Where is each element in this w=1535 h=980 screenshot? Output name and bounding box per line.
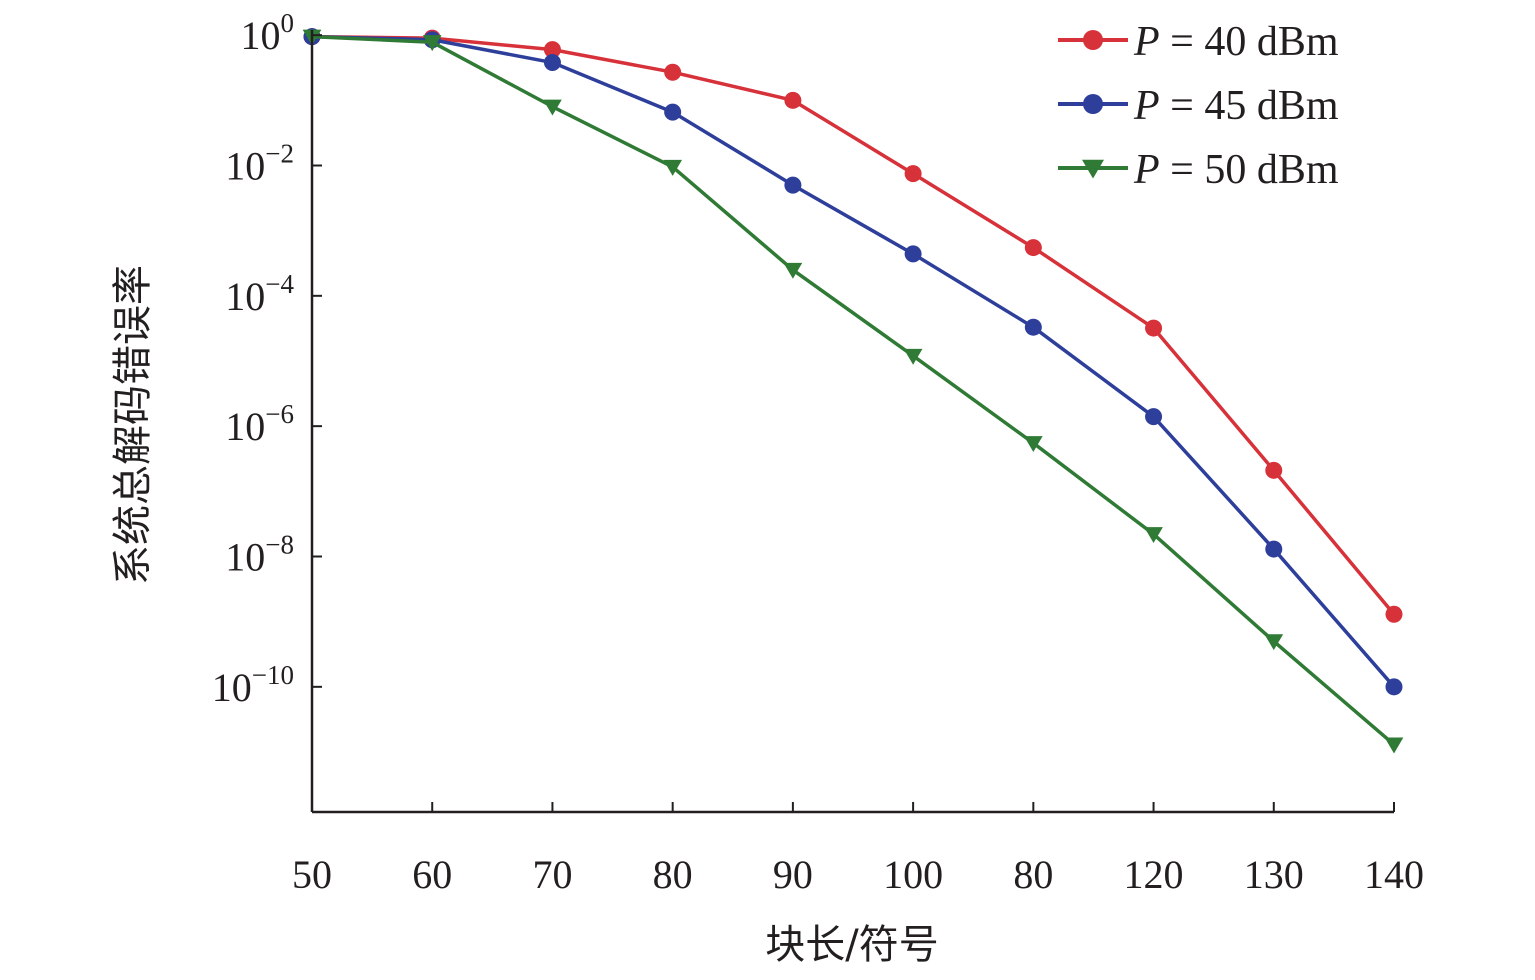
axes (310, 30, 1394, 814)
legend-label: P = 50 dBm (1133, 147, 1339, 193)
series-3-point (783, 262, 803, 279)
series-layer (302, 28, 1404, 754)
series-2-point (664, 103, 682, 121)
x-tick-label: 90 (773, 852, 813, 897)
x-tick-label: 100 (883, 852, 943, 897)
series-3-point (1384, 737, 1404, 754)
series-2-point (543, 54, 561, 72)
series-1-point (543, 41, 561, 59)
series-line-2 (311, 34, 1396, 688)
y-axis-title: 系统总解码错误率 (110, 265, 156, 585)
x-tick-label: 140 (1364, 852, 1424, 897)
series-2-point (1265, 540, 1283, 558)
series-2-point (904, 245, 922, 263)
x-tick-label: 120 (1124, 852, 1184, 897)
legend-marker (1083, 30, 1103, 50)
y-tick-label: 10−4 (225, 269, 294, 319)
series-1-point (1145, 319, 1163, 337)
series-1-point (1265, 461, 1283, 479)
series-2-point (1024, 318, 1042, 336)
series-1-point (784, 91, 802, 109)
legend-label: P = 40 dBm (1133, 19, 1339, 65)
legend: P = 40 dBm P = 45 dBm P = 50 dBm (1058, 19, 1339, 193)
series-1-point (1024, 239, 1042, 257)
series-1-point (904, 165, 922, 183)
series-line-1 (311, 34, 1396, 616)
x-axis-title: 块长/符号 (765, 922, 938, 968)
ticks: 50 60 70 80 90 100 80 120 130 140 100 10−2 10−4 10−6 1… (212, 8, 1424, 897)
series-3-point (663, 159, 683, 176)
series-1-point (1385, 605, 1403, 623)
y-tick-label: 100 (241, 8, 295, 58)
series-3-point (543, 99, 562, 116)
y-tick-label: 10−2 (225, 138, 294, 188)
x-tick-label: 80 (653, 852, 693, 897)
series-2-point (784, 176, 802, 194)
y-tick-label: 10−6 (225, 399, 294, 449)
series-2-point (1385, 678, 1403, 696)
x-tick-label: 50 (292, 852, 332, 897)
series-3-point (903, 348, 923, 365)
y-tick-label: 10−10 (212, 660, 294, 710)
series-1-point (664, 63, 682, 81)
legend-marker (1082, 159, 1104, 179)
legend-marker (1083, 94, 1103, 114)
series-3-point (1264, 634, 1284, 651)
x-tick-label: 70 (532, 852, 572, 897)
series-line-3 (311, 34, 1396, 746)
legend-label: P = 45 dBm (1133, 83, 1339, 129)
x-tick-label: 130 (1244, 852, 1304, 897)
series-3-point (422, 35, 442, 52)
series-3-point (1144, 527, 1163, 544)
x-tick-label: 80 (1013, 852, 1053, 897)
series-2-point (1145, 408, 1163, 426)
series-3-point (1023, 436, 1043, 452)
x-tick-label: 60 (412, 852, 452, 897)
y-tick-label: 10−8 (225, 529, 294, 579)
